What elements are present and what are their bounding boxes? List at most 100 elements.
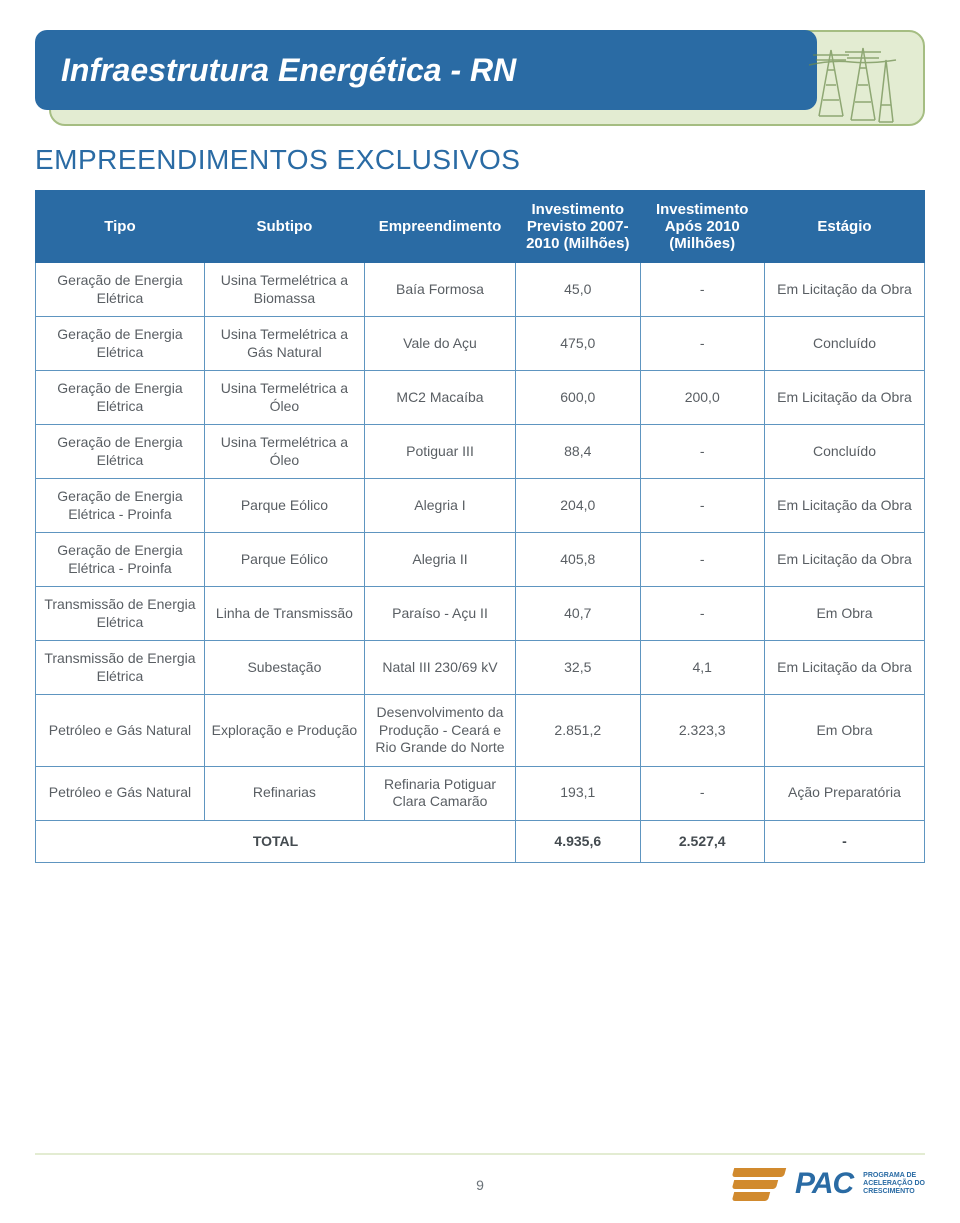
table-row: Geração de Energia ElétricaUsina Termelé… (36, 425, 925, 479)
pac-logo-subtitle: PROGRAMA DE ACELERAÇÃO DO CRESCIMENTO (863, 1172, 925, 1195)
cell-subtipo: Exploração e Produção (204, 695, 364, 767)
pac-sub-3: CRESCIMENTO (863, 1188, 925, 1196)
banner-title-bar: Infraestrutura Energética - RN (35, 30, 817, 110)
table-row: Geração de Energia ElétricaUsina Termelé… (36, 263, 925, 317)
pac-bar-2 (732, 1180, 778, 1189)
cell-subtipo: Usina Termelétrica a Óleo (204, 425, 364, 479)
cell-inv2: - (640, 317, 764, 371)
table-row: Geração de Energia ElétricaUsina Termelé… (36, 317, 925, 371)
cell-emp: Potiguar III (364, 425, 515, 479)
banner-title: Infraestrutura Energética - RN (61, 52, 516, 89)
cell-emp: Baía Formosa (364, 263, 515, 317)
cell-tipo: Geração de Energia Elétrica - Proinfa (36, 479, 205, 533)
cell-est: Concluído (764, 425, 924, 479)
cell-inv2: - (640, 263, 764, 317)
pac-sub-1: PROGRAMA DE (863, 1172, 925, 1180)
cell-inv2: - (640, 587, 764, 641)
cell-emp: MC2 Macaíba (364, 371, 515, 425)
cell-est: Em Obra (764, 587, 924, 641)
cell-tipo: Geração de Energia Elétrica (36, 425, 205, 479)
cell-inv2: - (640, 425, 764, 479)
table-row: Geração de Energia ElétricaUsina Termelé… (36, 371, 925, 425)
pac-sub-2: ACELERAÇÃO DO (863, 1180, 925, 1188)
cell-inv1: 45,0 (516, 263, 640, 317)
cell-subtipo: Usina Termelétrica a Óleo (204, 371, 364, 425)
projects-table: Tipo Subtipo Empreendimento Investimento… (35, 190, 925, 863)
page-banner: Infraestrutura Energética - RN (35, 30, 925, 110)
pac-bar-3 (732, 1192, 770, 1201)
cell-emp: Natal III 230/69 kV (364, 641, 515, 695)
col-emp: Empreendimento (364, 191, 515, 263)
cell-inv2: - (640, 533, 764, 587)
cell-inv1: 40,7 (516, 587, 640, 641)
cell-subtipo: Usina Termelétrica a Gás Natural (204, 317, 364, 371)
section-heading: EMPREENDIMENTOS EXCLUSIVOS (35, 144, 925, 176)
table-body: Geração de Energia ElétricaUsina Termelé… (36, 263, 925, 863)
cell-inv2: - (640, 766, 764, 820)
cell-inv2: 4,1 (640, 641, 764, 695)
table-header: Tipo Subtipo Empreendimento Investimento… (36, 191, 925, 263)
cell-subtipo: Linha de Transmissão (204, 587, 364, 641)
table-row: Geração de Energia Elétrica - ProinfaPar… (36, 533, 925, 587)
col-inv2: Investimento Após 2010 (Milhões) (640, 191, 764, 263)
cell-inv1: 2.851,2 (516, 695, 640, 767)
cell-inv1: 193,1 (516, 766, 640, 820)
cell-inv2: 200,0 (640, 371, 764, 425)
cell-subtipo: Refinarias (204, 766, 364, 820)
cell-subtipo: Parque Eólico (204, 533, 364, 587)
cell-tipo: Geração de Energia Elétrica - Proinfa (36, 533, 205, 587)
cell-inv1: 600,0 (516, 371, 640, 425)
page-number: 9 (476, 1177, 484, 1193)
col-subtipo: Subtipo (204, 191, 364, 263)
pac-logo-text: PAC (795, 1167, 853, 1201)
col-tipo: Tipo (36, 191, 205, 263)
table-row: Transmissão de Energia ElétricaSubestaçã… (36, 641, 925, 695)
projects-table-wrap: Tipo Subtipo Empreendimento Investimento… (35, 190, 925, 863)
pac-logo-bars (733, 1168, 785, 1201)
cell-subtipo: Parque Eólico (204, 479, 364, 533)
cell-est: Ação Preparatória (764, 766, 924, 820)
cell-est: Em Licitação da Obra (764, 533, 924, 587)
page-footer: 9 PAC PROGRAMA DE ACELERAÇÃO DO CRESCIME… (35, 1153, 925, 1223)
cell-tipo: Petróleo e Gás Natural (36, 766, 205, 820)
cell-tipo: Geração de Energia Elétrica (36, 317, 205, 371)
table-row: Transmissão de Energia ElétricaLinha de … (36, 587, 925, 641)
cell-emp: Desenvolvimento da Produção - Ceará e Ri… (364, 695, 515, 767)
cell-inv1: 88,4 (516, 425, 640, 479)
cell-emp: Paraíso - Açu II (364, 587, 515, 641)
power-tower-icon (801, 30, 901, 126)
cell-tipo: Transmissão de Energia Elétrica (36, 587, 205, 641)
cell-inv1: 475,0 (516, 317, 640, 371)
total-est: - (764, 820, 924, 863)
cell-est: Em Obra (764, 695, 924, 767)
cell-tipo: Transmissão de Energia Elétrica (36, 641, 205, 695)
cell-tipo: Geração de Energia Elétrica (36, 371, 205, 425)
cell-emp: Refinaria Potiguar Clara Camarão (364, 766, 515, 820)
table-row: Geração de Energia Elétrica - ProinfaPar… (36, 479, 925, 533)
col-estagio: Estágio (764, 191, 924, 263)
cell-subtipo: Subestação (204, 641, 364, 695)
cell-est: Em Licitação da Obra (764, 263, 924, 317)
cell-tipo: Geração de Energia Elétrica (36, 263, 205, 317)
cell-emp: Alegria I (364, 479, 515, 533)
cell-est: Concluído (764, 317, 924, 371)
total-inv2: 2.527,4 (640, 820, 764, 863)
cell-inv2: 2.323,3 (640, 695, 764, 767)
cell-est: Em Licitação da Obra (764, 641, 924, 695)
cell-inv1: 405,8 (516, 533, 640, 587)
total-inv1: 4.935,6 (516, 820, 640, 863)
pac-bar-1 (732, 1168, 786, 1177)
total-label: TOTAL (36, 820, 516, 863)
cell-inv2: - (640, 479, 764, 533)
cell-inv1: 204,0 (516, 479, 640, 533)
cell-tipo: Petróleo e Gás Natural (36, 695, 205, 767)
cell-emp: Vale do Açu (364, 317, 515, 371)
cell-est: Em Licitação da Obra (764, 371, 924, 425)
table-row: Petróleo e Gás NaturalExploração e Produ… (36, 695, 925, 767)
cell-emp: Alegria II (364, 533, 515, 587)
pac-logo: PAC PROGRAMA DE ACELERAÇÃO DO CRESCIMENT… (733, 1167, 925, 1201)
table-row: Petróleo e Gás NaturalRefinariasRefinari… (36, 766, 925, 820)
col-inv1: Investimento Previsto 2007-2010 (Milhões… (516, 191, 640, 263)
cell-est: Em Licitação da Obra (764, 479, 924, 533)
cell-subtipo: Usina Termelétrica a Biomassa (204, 263, 364, 317)
